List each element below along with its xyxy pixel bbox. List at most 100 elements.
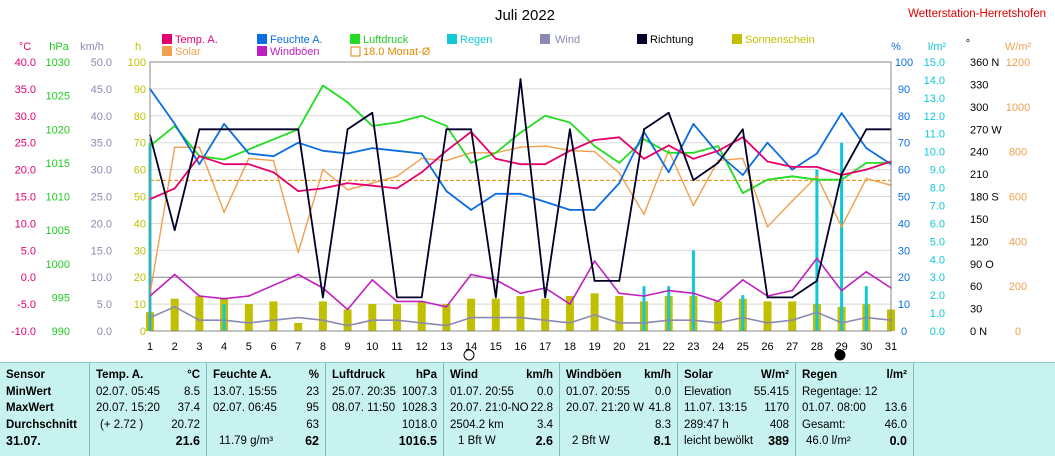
data-point-temp bbox=[198, 155, 201, 158]
data-point-gusts bbox=[247, 295, 250, 297]
data-point-humidity bbox=[618, 182, 621, 184]
legend-swatch-pressure bbox=[350, 34, 360, 44]
data-point-direction bbox=[618, 280, 621, 282]
data-point-humidity bbox=[816, 152, 818, 155]
stats-gusts-min: 0.0 bbox=[655, 385, 671, 398]
data-point-humidity bbox=[569, 209, 571, 211]
stats-rain-today: 0.0 bbox=[889, 434, 907, 448]
data-point-wind bbox=[643, 322, 645, 324]
legend-label-direction: Richtung bbox=[650, 34, 693, 46]
sunshine-bar bbox=[516, 296, 525, 331]
data-point-pressure bbox=[519, 131, 522, 134]
data-point-temp bbox=[297, 190, 300, 193]
stats-wind-max: 22.8 bbox=[530, 402, 553, 414]
data-point-temp bbox=[223, 163, 226, 166]
sunshine-bar bbox=[195, 296, 204, 331]
x-tick-label: 26 bbox=[761, 341, 773, 353]
tick-label-direction: 330 bbox=[970, 79, 988, 91]
data-point-wind bbox=[297, 316, 300, 319]
x-tick-label: 23 bbox=[687, 341, 699, 353]
data-point-wind bbox=[766, 322, 769, 324]
tick-label-humidity: 70 bbox=[898, 138, 910, 150]
data-point-temp bbox=[816, 166, 818, 168]
stats-rain-total-label: Gesamt: bbox=[802, 418, 846, 431]
data-point-direction bbox=[420, 296, 423, 299]
stats-temp-max: 37.4 bbox=[177, 402, 200, 414]
data-point-wind bbox=[865, 316, 868, 319]
data-point-humidity bbox=[198, 163, 201, 166]
chart-title: Juli 2022 bbox=[495, 7, 555, 24]
data-point-gusts bbox=[173, 273, 176, 276]
stats-solar-unit: W/m² bbox=[760, 369, 789, 381]
tick-label-rain: 5.0 bbox=[930, 236, 945, 248]
tick-label-direction: 180 S bbox=[970, 192, 999, 204]
stats-solar-max: 1170 bbox=[764, 402, 789, 414]
stats-wind-unit: km/h bbox=[526, 369, 553, 381]
tick-label-temp: 35.0 bbox=[15, 84, 36, 96]
tick-label-sun: 20 bbox=[134, 272, 146, 284]
stats-gusts-unit: km/h bbox=[644, 369, 671, 381]
data-point-direction bbox=[223, 128, 226, 131]
data-point-humidity bbox=[470, 209, 472, 211]
data-point-wind bbox=[494, 316, 497, 319]
tick-label-humidity: 20 bbox=[898, 272, 910, 284]
data-point-gusts bbox=[667, 289, 670, 292]
stats-rain-total: 46.0 bbox=[884, 418, 907, 431]
data-point-solar bbox=[741, 157, 744, 160]
stats-pressure-unit: hPa bbox=[415, 369, 437, 381]
tick-label-temp: 30.0 bbox=[15, 111, 36, 123]
axis-unit-wind: km/h bbox=[80, 41, 104, 53]
data-point-temp bbox=[692, 157, 695, 160]
stats-pressure-max: 1028.3 bbox=[401, 402, 437, 414]
stats-gusts-today: 8.1 bbox=[653, 434, 671, 448]
data-point-humidity bbox=[667, 171, 670, 174]
line-series bbox=[149, 78, 892, 327]
data-point-direction bbox=[643, 128, 645, 131]
data-point-pressure bbox=[396, 121, 398, 124]
data-point-humidity bbox=[247, 152, 250, 155]
sunshine-bar bbox=[565, 296, 574, 331]
statistics-table: Sensor MinWert MaxWert Durchschnitt 31.0… bbox=[0, 362, 1055, 456]
sunshine-bar bbox=[714, 301, 723, 331]
tick-label-wind: 30.0 bbox=[91, 165, 112, 177]
tick-label-rain: 1.0 bbox=[930, 308, 945, 320]
tick-label-rain: 12.0 bbox=[924, 111, 945, 123]
sunshine-bar bbox=[294, 322, 303, 331]
tick-label-wind: 10.0 bbox=[91, 272, 112, 284]
data-point-gusts bbox=[865, 270, 868, 273]
stats-solar-max-when: 11.07. 13:15 bbox=[684, 402, 748, 414]
tick-label-temp: 25.0 bbox=[15, 138, 36, 150]
data-point-pressure bbox=[667, 151, 670, 154]
stats-solar-today-note: leicht bewölkt bbox=[684, 435, 754, 447]
stats-wind-today-note: 1 Bft W bbox=[458, 435, 496, 447]
tick-label-rain: 6.0 bbox=[930, 218, 945, 230]
data-point-wind bbox=[717, 322, 719, 324]
data-point-direction bbox=[569, 128, 571, 131]
rain-bar bbox=[691, 250, 695, 331]
data-point-solar bbox=[544, 145, 547, 147]
x-tick-label: 22 bbox=[663, 341, 675, 353]
stats-temp-today: 21.6 bbox=[175, 434, 200, 448]
x-tick-label: 6 bbox=[270, 341, 276, 353]
tick-label-sun: 40 bbox=[134, 218, 146, 230]
data-point-temp bbox=[717, 149, 719, 152]
data-point-direction bbox=[519, 78, 522, 81]
data-point-humidity bbox=[396, 149, 398, 152]
data-point-humidity bbox=[791, 168, 794, 171]
data-point-pressure bbox=[445, 124, 448, 127]
x-tick-label: 20 bbox=[613, 341, 625, 353]
legend-swatch-direction bbox=[637, 34, 647, 44]
data-point-humidity bbox=[223, 122, 226, 125]
data-point-temp bbox=[643, 157, 645, 160]
data-point-temp bbox=[173, 187, 176, 190]
data-point-direction bbox=[717, 161, 719, 164]
data-point-wind bbox=[198, 319, 201, 322]
tick-label-sun: 10 bbox=[134, 299, 146, 311]
data-point-wind bbox=[247, 322, 250, 324]
legend-swatch-wind bbox=[540, 34, 550, 44]
data-point-solar bbox=[322, 168, 324, 171]
x-tick-label: 13 bbox=[440, 341, 452, 353]
tick-label-temp: -10.0 bbox=[11, 326, 36, 338]
tick-label-direction: 120 bbox=[970, 236, 988, 248]
legend-swatch-temp bbox=[162, 34, 172, 44]
